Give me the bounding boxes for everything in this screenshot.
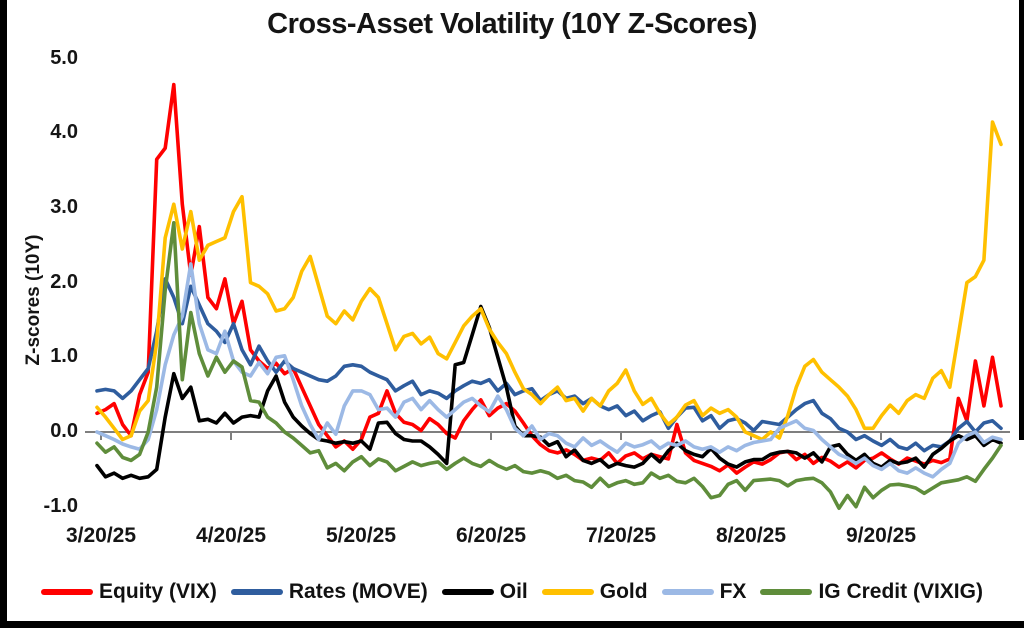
image-border-right	[1019, 0, 1024, 440]
legend-label: Equity (VIX)	[99, 580, 217, 603]
series-line-ig-credit-vixig	[95, 221, 1003, 511]
chart-title: Cross-Asset Volatility (10Y Z-Scores)	[267, 8, 757, 40]
legend-item-oil: Oil	[441, 580, 528, 604]
legend-label: Rates (MOVE)	[288, 580, 428, 603]
x-tick-label: 8/20/25	[715, 524, 787, 547]
series-line-equity-vix	[95, 82, 1003, 475]
y-tick-label: 3.0	[50, 195, 78, 218]
image-border-bottom	[0, 621, 1024, 628]
legend-swatch	[661, 589, 714, 595]
x-tick-label: 4/20/25	[195, 524, 267, 547]
legend-item-rates-move: Rates (MOVE)	[230, 580, 428, 604]
legend-swatch	[230, 589, 283, 595]
legend-item-equity-vix: Equity (VIX)	[41, 580, 217, 604]
series-line-oil	[95, 304, 1003, 481]
legend-label: Gold	[599, 580, 648, 603]
series-line-fx	[95, 262, 1003, 479]
series-line-gold	[95, 120, 1003, 442]
x-tick-label: 5/20/25	[325, 524, 397, 547]
legend-label: IG Credit (VIXIG)	[818, 580, 983, 603]
image-border-left	[0, 0, 7, 628]
y-tick-label: 1.0	[50, 345, 78, 368]
legend-label: Oil	[499, 580, 528, 603]
y-tick-label: 4.0	[50, 121, 78, 144]
x-tick-label: 7/20/25	[585, 524, 657, 547]
x-tick-label: 9/20/25	[845, 524, 917, 547]
legend-item-fx: FX	[661, 580, 747, 604]
x-tick-label: 3/20/25	[65, 524, 137, 547]
legend-swatch	[760, 589, 813, 595]
legend-label: FX	[719, 580, 747, 603]
chart-legend: Equity (VIX) Rates (MOVE) Oil Gold FX IG Cred…	[0, 580, 1024, 604]
legend-swatch	[41, 589, 94, 595]
y-tick-label: 2.0	[50, 270, 78, 293]
y-tick-label: 0.0	[50, 420, 78, 442]
legend-item-gold: Gold	[541, 580, 648, 604]
legend-swatch	[441, 589, 494, 595]
y-tick-label: 5.0	[50, 46, 78, 69]
legend-swatch	[541, 589, 594, 595]
x-tick-label: 6/20/25	[455, 524, 527, 547]
y-tick-label: -1.0	[43, 494, 78, 517]
legend-item-ig-credit-vixig: IG Credit (VIXIG)	[760, 580, 983, 604]
